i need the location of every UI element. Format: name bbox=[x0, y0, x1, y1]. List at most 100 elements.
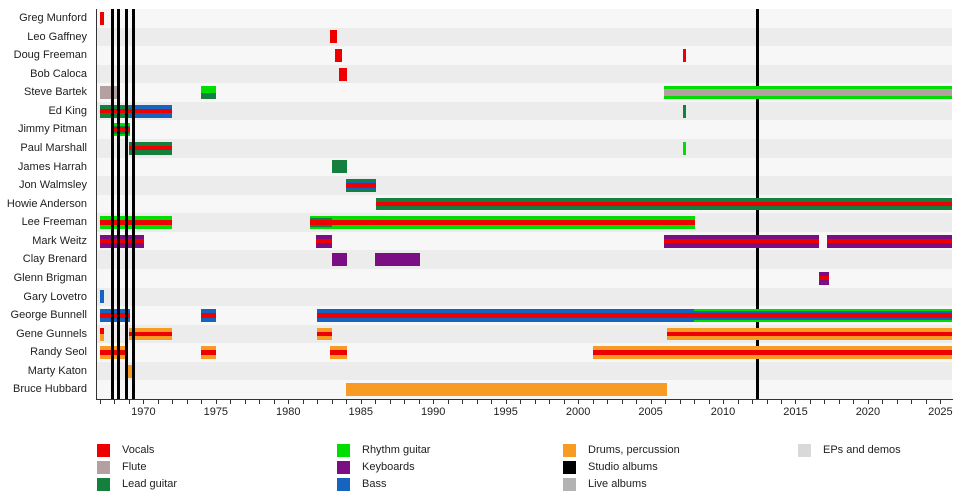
role-stripe-rhythm bbox=[664, 86, 952, 90]
y-axis-line bbox=[96, 9, 97, 400]
timeline-bar bbox=[339, 67, 347, 81]
axis-tick-label: 1990 bbox=[420, 406, 446, 418]
role-stripe-rhythm bbox=[683, 141, 686, 155]
axis-tick-label: 2000 bbox=[565, 406, 591, 418]
member-name-label: Clay Brenard bbox=[22, 253, 87, 266]
timeline-bar bbox=[99, 234, 145, 248]
axis-tick bbox=[824, 400, 826, 404]
member-name-label: Marty Katon bbox=[27, 364, 87, 377]
role-stripe-vocals bbox=[345, 182, 376, 189]
timeline-bar bbox=[330, 346, 347, 360]
role-stripe-vocals bbox=[99, 108, 131, 114]
member-name-label: Gary Lovetro bbox=[23, 290, 87, 303]
axis-tick bbox=[694, 400, 696, 404]
axis-tick bbox=[143, 400, 145, 404]
axis-tick bbox=[360, 400, 362, 404]
axis-tick bbox=[563, 400, 565, 404]
plot-area bbox=[97, 9, 952, 399]
role-stripe-vocals bbox=[315, 238, 333, 244]
role-stripe-drums bbox=[99, 334, 105, 341]
timeline-bar bbox=[113, 123, 131, 137]
role-stripe-drums bbox=[317, 336, 333, 341]
axis-tick bbox=[273, 400, 275, 404]
axis-tick bbox=[404, 400, 406, 404]
member-name-label: George Bunnell bbox=[10, 309, 87, 322]
member-name-label: Greg Munford bbox=[19, 12, 87, 24]
role-stripe-drums bbox=[592, 354, 952, 360]
axis-tick bbox=[708, 400, 710, 404]
axis-tick bbox=[549, 400, 551, 404]
role-stripe-vocals bbox=[128, 331, 173, 337]
axis-tick bbox=[128, 400, 130, 404]
role-stripe-drums bbox=[330, 354, 347, 360]
role-stripe-keyboards bbox=[375, 253, 421, 267]
member-name-label: Howie Anderson bbox=[6, 197, 87, 210]
timeline-bar bbox=[130, 104, 173, 118]
timeline-bar bbox=[375, 253, 421, 267]
axis-tick bbox=[230, 400, 232, 404]
role-stripe-rhythm bbox=[310, 226, 332, 230]
timeline-bar bbox=[331, 160, 347, 174]
role-stripe-lead bbox=[683, 104, 686, 118]
axis-tick bbox=[534, 400, 536, 404]
axis-tick bbox=[389, 400, 391, 404]
row-band bbox=[97, 64, 952, 84]
axis-tick bbox=[781, 400, 782, 404]
role-stripe-drums bbox=[317, 327, 333, 332]
role-stripe-bass bbox=[317, 317, 695, 322]
row-band bbox=[97, 46, 952, 65]
member-name-label: Glenn Brigman bbox=[13, 272, 87, 284]
axis-tick-label: 2005 bbox=[638, 406, 663, 418]
role-stripe-lead bbox=[310, 224, 332, 227]
timeline-bar bbox=[201, 86, 216, 100]
role-stripe-drums bbox=[330, 346, 347, 351]
axis-tick bbox=[259, 400, 261, 404]
timeline-bar bbox=[99, 86, 120, 100]
member-name-label: Gene Gunnels bbox=[16, 327, 87, 340]
role-stripe-lead bbox=[310, 218, 332, 221]
role-stripe-bass bbox=[694, 311, 952, 314]
axis-tick bbox=[737, 400, 739, 404]
legend-swatch-lead bbox=[97, 478, 110, 491]
axis-tick bbox=[114, 400, 116, 404]
role-stripe-rhythm bbox=[113, 123, 131, 126]
role-stripe-lead bbox=[128, 150, 173, 155]
legend-swatch-eps bbox=[798, 444, 811, 457]
row-band bbox=[97, 269, 952, 288]
member-name-label: Mark Weitz bbox=[32, 234, 87, 247]
role-stripe-bass bbox=[345, 188, 376, 191]
role-stripe-vocals bbox=[99, 327, 105, 334]
axis-tick bbox=[433, 400, 435, 404]
role-stripe-lead bbox=[99, 104, 131, 109]
role-stripe-vocals bbox=[130, 108, 173, 114]
timeline-bar bbox=[683, 104, 686, 118]
axis-tick bbox=[940, 400, 942, 404]
studio-album-line bbox=[132, 9, 136, 399]
role-stripe-rhythm bbox=[99, 224, 173, 230]
timeline-bar bbox=[99, 11, 105, 25]
legend-swatch-vocals bbox=[97, 444, 110, 457]
axis-tick bbox=[157, 400, 159, 404]
timeline-bar bbox=[317, 308, 695, 322]
role-stripe-lead bbox=[375, 206, 952, 211]
legend-label: Rhythm guitar bbox=[362, 444, 431, 456]
role-stripe-vocals bbox=[666, 331, 952, 337]
studio-album-line bbox=[124, 9, 128, 399]
timeline-bar bbox=[201, 346, 216, 360]
axis-tick bbox=[476, 400, 478, 404]
legend-label: Studio albums bbox=[588, 461, 658, 473]
axis-tick bbox=[838, 400, 840, 404]
role-stripe-lead bbox=[331, 160, 347, 174]
axis-tick bbox=[447, 400, 449, 404]
role-stripe-rhythm bbox=[694, 319, 952, 322]
member-name-label: Doug Freeman bbox=[13, 49, 87, 62]
axis-tick bbox=[331, 400, 333, 404]
role-stripe-vocals bbox=[331, 220, 695, 225]
role-stripe-bass bbox=[99, 308, 131, 314]
member-name-label: Paul Marshall bbox=[20, 142, 87, 154]
axis-tick bbox=[288, 400, 290, 404]
role-stripe-vocals bbox=[128, 146, 173, 151]
axis-tick bbox=[636, 400, 638, 404]
role-stripe-bass bbox=[130, 113, 173, 118]
legend-label: Keyboards bbox=[362, 461, 415, 473]
